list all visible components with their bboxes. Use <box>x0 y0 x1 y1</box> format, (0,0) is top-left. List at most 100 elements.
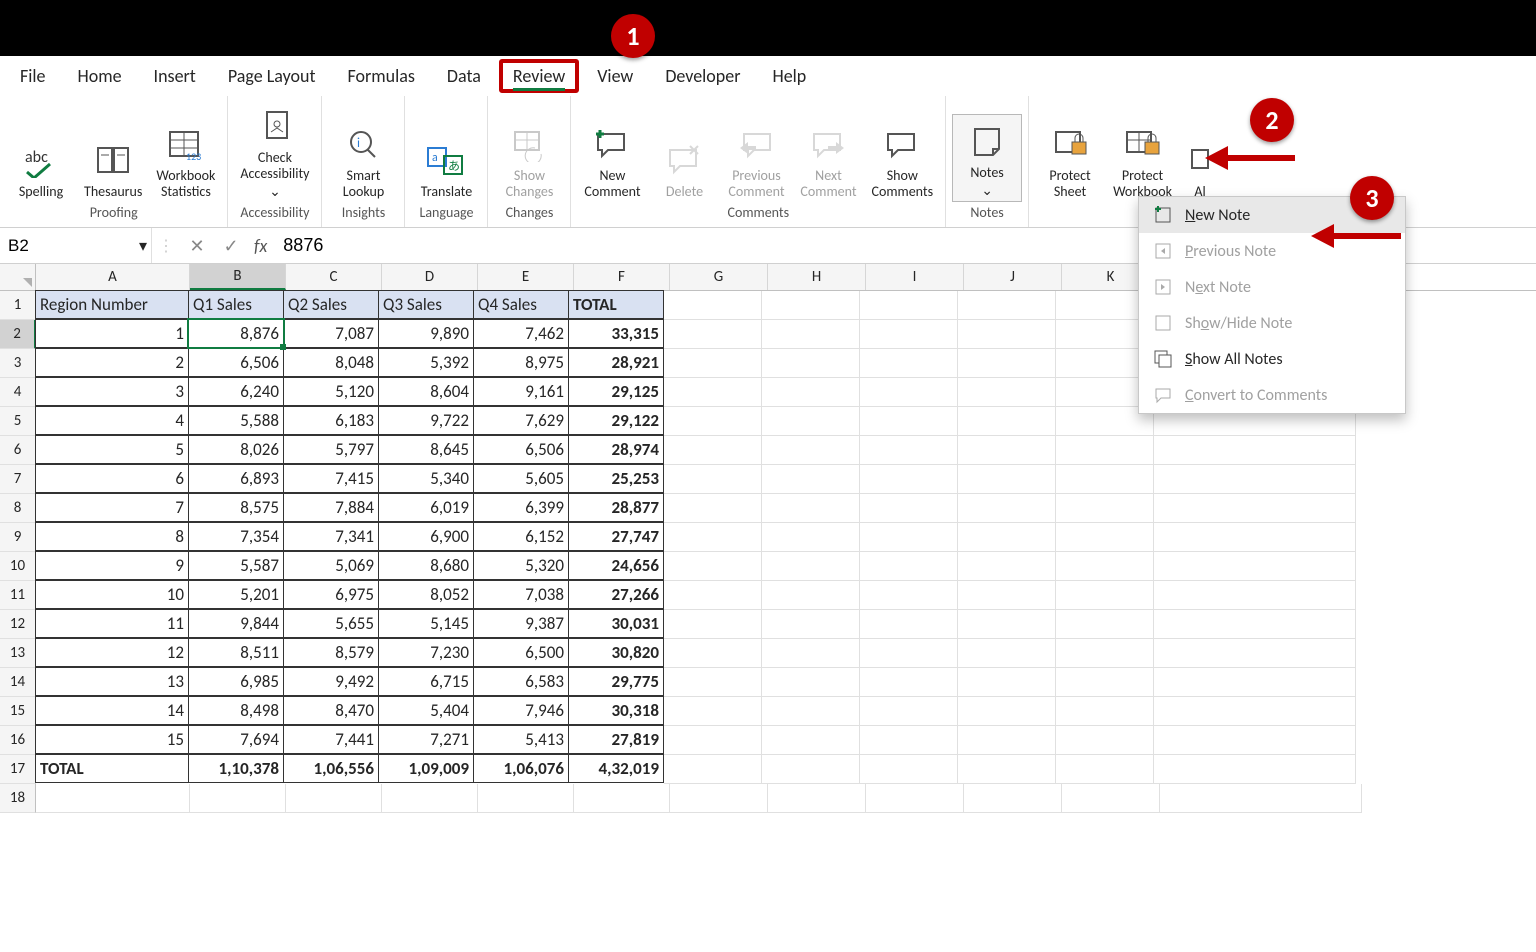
cell-I10[interactable] <box>860 552 958 581</box>
cell-H17[interactable] <box>762 755 860 784</box>
cell-J13[interactable] <box>958 639 1056 668</box>
cell-I1[interactable] <box>860 291 958 320</box>
cell-L12[interactable] <box>1154 610 1356 639</box>
cell-G8[interactable] <box>664 494 762 523</box>
cell-A3[interactable]: 2 <box>35 348 189 377</box>
cell-J18[interactable] <box>964 784 1062 813</box>
cell-G7[interactable] <box>664 465 762 494</box>
cell-K14[interactable] <box>1056 668 1154 697</box>
row-header-13[interactable]: 13 <box>0 639 36 668</box>
column-header-G[interactable]: G <box>670 264 768 290</box>
cell-L11[interactable] <box>1154 581 1356 610</box>
cell-D2[interactable]: 9,890 <box>378 319 474 348</box>
column-header-H[interactable]: H <box>768 264 866 290</box>
cell-F2[interactable]: 33,315 <box>568 319 664 348</box>
row-header-16[interactable]: 16 <box>0 726 36 755</box>
cell-H4[interactable] <box>762 378 860 407</box>
cell-K9[interactable] <box>1056 523 1154 552</box>
cell-B3[interactable]: 6,506 <box>188 348 284 377</box>
cell-B4[interactable]: 6,240 <box>188 377 284 406</box>
row-header-1[interactable]: 1 <box>0 291 36 320</box>
row-header-9[interactable]: 9 <box>0 523 36 552</box>
cell-E7[interactable]: 5,605 <box>473 464 569 493</box>
cell-D13[interactable]: 7,230 <box>378 638 474 667</box>
cell-I6[interactable] <box>860 436 958 465</box>
tab-review[interactable]: Review <box>499 59 579 93</box>
cell-H12[interactable] <box>762 610 860 639</box>
cell-I7[interactable] <box>860 465 958 494</box>
cell-G1[interactable] <box>664 291 762 320</box>
cell-B5[interactable]: 5,588 <box>188 406 284 435</box>
cell-J3[interactable] <box>958 349 1056 378</box>
cell-K13[interactable] <box>1056 639 1154 668</box>
cell-E4[interactable]: 9,161 <box>473 377 569 406</box>
tab-page-layout[interactable]: Page Layout <box>214 59 330 93</box>
cell-F17[interactable]: 4,32,019 <box>568 754 664 783</box>
cell-J16[interactable] <box>958 726 1056 755</box>
cell-E15[interactable]: 7,946 <box>473 696 569 725</box>
tab-view[interactable]: View <box>583 59 647 93</box>
cell-H13[interactable] <box>762 639 860 668</box>
cell-B7[interactable]: 6,893 <box>188 464 284 493</box>
cell-K11[interactable] <box>1056 581 1154 610</box>
cell-E1[interactable]: Q4 Sales <box>473 290 569 319</box>
cell-K15[interactable] <box>1056 697 1154 726</box>
cell-G11[interactable] <box>664 581 762 610</box>
cell-B1[interactable]: Q1 Sales <box>188 290 284 319</box>
cell-F7[interactable]: 25,253 <box>568 464 664 493</box>
cell-J12[interactable] <box>958 610 1056 639</box>
cell-H7[interactable] <box>762 465 860 494</box>
cell-B18[interactable] <box>190 784 286 813</box>
cell-G14[interactable] <box>664 668 762 697</box>
cell-K12[interactable] <box>1056 610 1154 639</box>
cell-F3[interactable]: 28,921 <box>568 348 664 377</box>
cell-J8[interactable] <box>958 494 1056 523</box>
cell-I13[interactable] <box>860 639 958 668</box>
column-header-I[interactable]: I <box>866 264 964 290</box>
row-header-8[interactable]: 8 <box>0 494 36 523</box>
cell-F6[interactable]: 28,974 <box>568 435 664 464</box>
cell-D15[interactable]: 5,404 <box>378 696 474 725</box>
cell-J2[interactable] <box>958 320 1056 349</box>
cell-J1[interactable] <box>958 291 1056 320</box>
cell-D14[interactable]: 6,715 <box>378 667 474 696</box>
cell-H1[interactable] <box>762 291 860 320</box>
cell-F9[interactable]: 27,747 <box>568 522 664 551</box>
cell-D4[interactable]: 8,604 <box>378 377 474 406</box>
cell-A14[interactable]: 13 <box>35 667 189 696</box>
cell-F18[interactable] <box>574 784 670 813</box>
row-header-15[interactable]: 15 <box>0 697 36 726</box>
cell-F4[interactable]: 29,125 <box>568 377 664 406</box>
cell-I4[interactable] <box>860 378 958 407</box>
cell-D6[interactable]: 8,645 <box>378 435 474 464</box>
cell-F1[interactable]: TOTAL <box>568 290 664 319</box>
cell-D17[interactable]: 1,09,009 <box>378 754 474 783</box>
cell-G6[interactable] <box>664 436 762 465</box>
cell-K6[interactable] <box>1056 436 1154 465</box>
cell-C5[interactable]: 6,183 <box>283 406 379 435</box>
cell-F14[interactable]: 29,775 <box>568 667 664 696</box>
cell-G13[interactable] <box>664 639 762 668</box>
cell-B15[interactable]: 8,498 <box>188 696 284 725</box>
cell-C13[interactable]: 8,579 <box>283 638 379 667</box>
cell-A2[interactable]: 1 <box>35 319 189 348</box>
cell-K18[interactable] <box>1062 784 1160 813</box>
cell-I14[interactable] <box>860 668 958 697</box>
cell-I5[interactable] <box>860 407 958 436</box>
enter-formula-button[interactable]: ✓ <box>214 235 248 257</box>
cell-L14[interactable] <box>1154 668 1356 697</box>
cell-E14[interactable]: 6,583 <box>473 667 569 696</box>
cell-K17[interactable] <box>1056 755 1154 784</box>
column-header-B[interactable]: B <box>190 264 286 290</box>
cell-J9[interactable] <box>958 523 1056 552</box>
cell-H5[interactable] <box>762 407 860 436</box>
cell-E12[interactable]: 9,387 <box>473 609 569 638</box>
cell-C9[interactable]: 7,341 <box>283 522 379 551</box>
cell-C6[interactable]: 5,797 <box>283 435 379 464</box>
cell-D18[interactable] <box>382 784 478 813</box>
cell-L13[interactable] <box>1154 639 1356 668</box>
menu-show-all-notes[interactable]: Show All Notes <box>1139 341 1405 377</box>
cell-E10[interactable]: 5,320 <box>473 551 569 580</box>
cell-E2[interactable]: 7,462 <box>473 319 569 348</box>
cell-I12[interactable] <box>860 610 958 639</box>
